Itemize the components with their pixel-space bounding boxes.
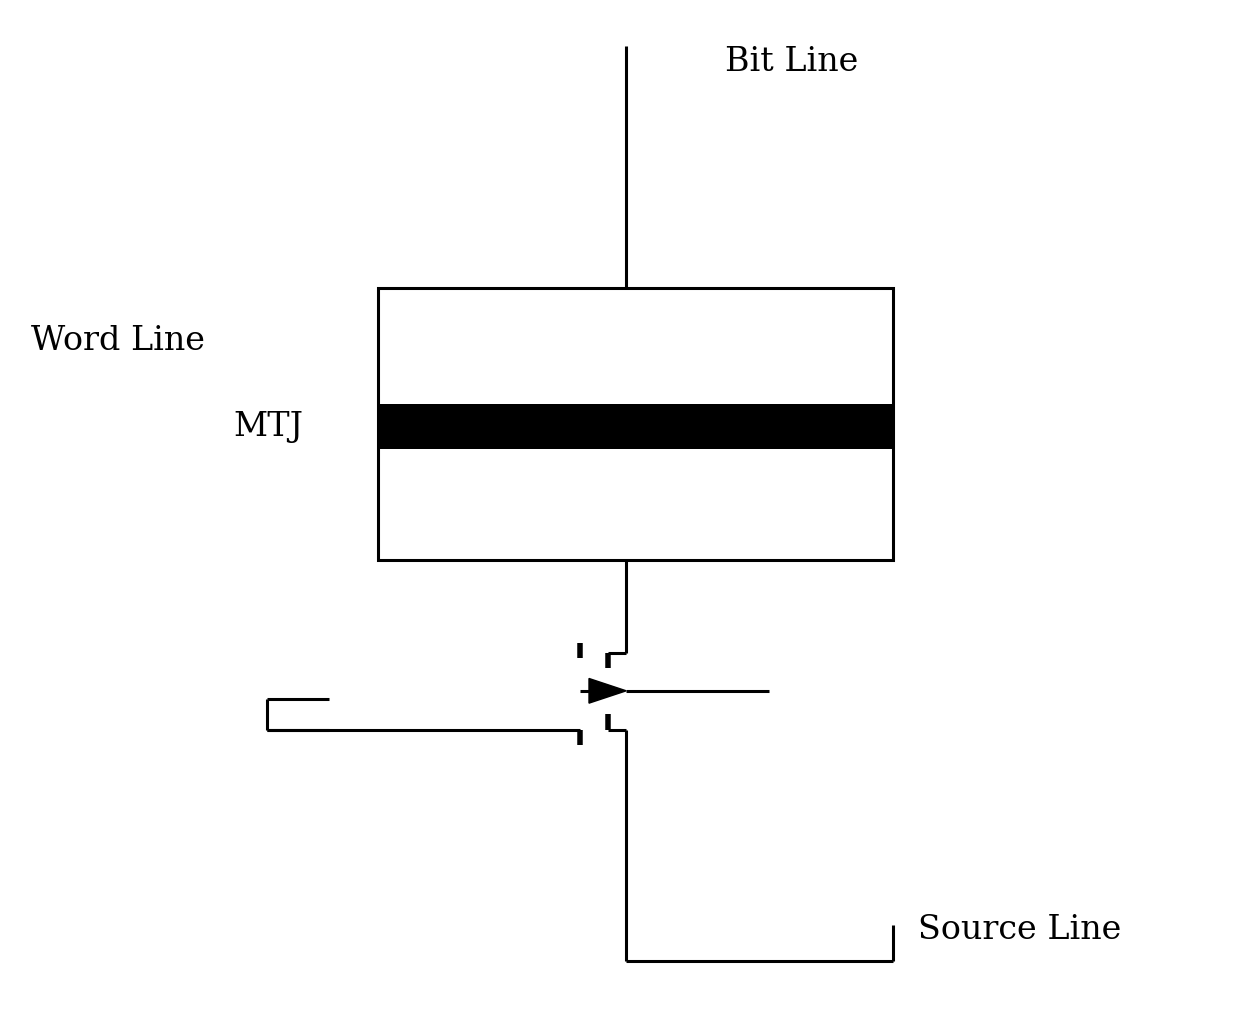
Text: MTJ: MTJ xyxy=(234,410,304,443)
Bar xyxy=(378,404,893,449)
Text: Word Line: Word Line xyxy=(31,325,205,358)
Text: Source Line: Source Line xyxy=(918,914,1121,947)
Polygon shape xyxy=(589,678,626,703)
Text: Bit Line: Bit Line xyxy=(725,46,859,78)
Bar xyxy=(378,288,893,560)
